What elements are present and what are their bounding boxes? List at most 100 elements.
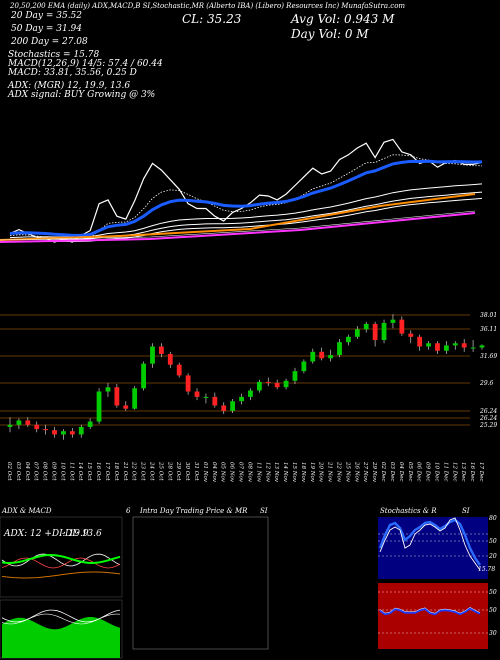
ema50-line — [9, 191, 483, 241]
date-label: 16 Dec — [469, 462, 475, 482]
candle-body — [479, 345, 485, 348]
date-label: 02 Oct — [6, 462, 12, 481]
date-label: 03 Oct — [15, 462, 21, 481]
candle-body — [123, 405, 129, 409]
price-level-label: 26.24 — [479, 415, 497, 422]
date-label: 07 Nov — [238, 462, 244, 483]
candle-body — [248, 390, 253, 397]
date-label: 17 Dec — [478, 462, 484, 482]
close-price-label: CL: 35.23 — [182, 12, 242, 26]
price-level-label: 36.11 — [480, 326, 497, 333]
candle-body — [185, 375, 191, 392]
macd-histogram-area — [2, 617, 120, 658]
stochastics-label: Stochastics = 15.78 — [8, 50, 100, 60]
candle-body — [274, 382, 280, 388]
price-level-label: 38.01 — [480, 312, 497, 319]
candle-body — [452, 343, 458, 346]
date-label: 04 Dec — [398, 462, 404, 482]
date-label: 12 Nov — [264, 462, 270, 483]
rsi-panel — [378, 583, 488, 649]
candle-body — [176, 364, 182, 376]
rsi-level-50b: 50 — [489, 607, 497, 614]
date-label: 23 Oct — [140, 461, 146, 481]
candle-body — [470, 347, 476, 349]
si-label-1: SI — [260, 507, 268, 515]
date-label: 08 Oct — [42, 462, 48, 481]
avg-vol-label: Avg Vol: 0.943 M — [291, 12, 395, 26]
date-label: 10 Dec — [434, 462, 440, 482]
macd-signal-line — [1, 613, 121, 625]
date-label: 27 Nov — [362, 461, 368, 483]
candle-body — [310, 351, 316, 362]
day-vol-label: Day Vol: 0 M — [291, 27, 369, 41]
date-label: 14 Nov — [282, 462, 288, 483]
candle-body — [114, 387, 120, 406]
date-label: 31 Oct — [193, 462, 199, 481]
candle-body — [43, 429, 49, 431]
candle-body — [354, 329, 360, 337]
date-label: 18 Nov — [300, 462, 306, 483]
candle-body — [346, 336, 351, 343]
price-level-label: 31.69 — [480, 353, 497, 360]
candle-body — [399, 319, 405, 334]
date-label: 29 Nov — [371, 461, 377, 483]
candle-body — [328, 355, 334, 359]
date-label: 05 Dec — [407, 462, 413, 482]
adx-value-label: ADX: 12 +DI: 19.9 — [4, 529, 89, 539]
candle-body — [239, 396, 244, 402]
adx-line — [1, 553, 121, 565]
date-label: 25 Oct — [157, 461, 163, 481]
ema20-label: 20 Day = 35.52 — [11, 11, 83, 21]
candle-body — [230, 401, 236, 411]
candle-body — [390, 319, 396, 323]
date-label: 06 Nov — [229, 462, 235, 483]
date-label: 09 Oct — [51, 462, 57, 481]
candle-body — [221, 405, 227, 411]
date-label: 11 Oct — [68, 462, 74, 481]
stoch-d-line — [379, 517, 481, 571]
candle-body — [381, 322, 387, 341]
date-label: 26 Nov — [353, 461, 359, 483]
date-label: 03 Dec — [389, 462, 395, 482]
ema200-label: 200 Day = 27.08 — [11, 37, 88, 47]
candle-body — [212, 396, 218, 406]
date-label: 30 Oct — [184, 462, 190, 481]
candle-body — [363, 323, 369, 330]
date-label: 13 Nov — [273, 462, 279, 483]
rsi-lines — [378, 591, 488, 634]
date-label: 01 Nov — [202, 462, 208, 483]
date-label: 12 Dec — [451, 462, 457, 482]
date-label: 11 Nov — [255, 462, 261, 483]
candle-body — [158, 346, 164, 354]
chart-header-line: 20,50,200 EMA (daily) ADX,MACD,B SI,Stoc… — [10, 2, 406, 10]
date-label: 25 Nov — [344, 461, 350, 483]
candle-body — [292, 371, 298, 381]
ema50-label: 50 Day = 31.94 — [11, 24, 83, 34]
magenta-line — [0, 212, 476, 243]
date-label: 29 Oct — [175, 461, 181, 481]
six-label: 6 — [126, 507, 131, 515]
date-label: 21 Oct — [122, 461, 128, 481]
date-label: 15 Oct — [86, 462, 92, 481]
date-label: 10 Oct — [59, 462, 65, 481]
candle-body — [372, 323, 378, 341]
stoch-level-80: 80 — [489, 515, 497, 522]
date-label: 09 Dec — [425, 462, 431, 482]
candle-body — [417, 336, 423, 347]
rsi-outline — [379, 607, 481, 614]
candle-body — [52, 430, 57, 435]
candle-body — [96, 391, 102, 422]
candle-body — [435, 343, 440, 351]
candle-body — [301, 361, 307, 372]
date-axis: 02 Oct 03 Oct 04 Oct 07 Oct 08 Oct 09 Oct 10 O… — [6, 461, 484, 483]
intraday-panel — [132, 516, 269, 650]
ema-lines — [0, 138, 483, 243]
candle-body — [78, 426, 84, 435]
date-label: 24 Oct — [149, 461, 155, 481]
ema200-line — [0, 193, 476, 241]
candle-body — [25, 420, 31, 425]
magenta-outline — [0, 210, 476, 241]
